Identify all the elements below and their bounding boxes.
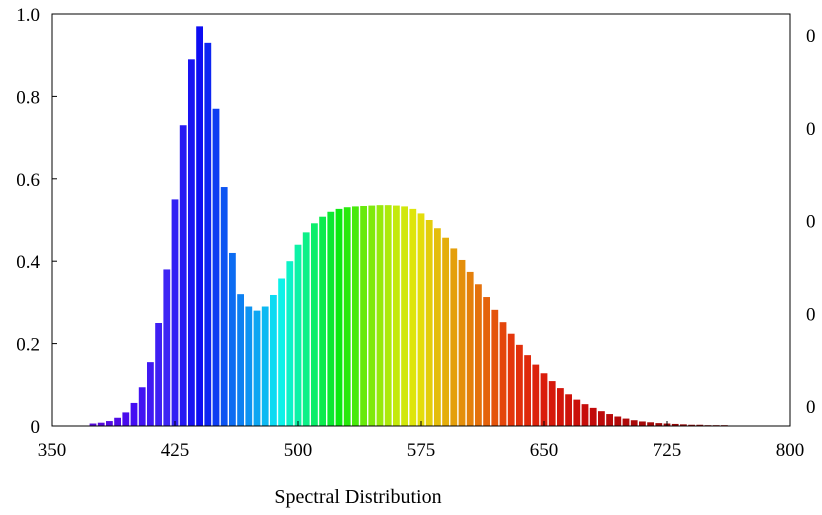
x-tick-label: 725 xyxy=(653,440,682,461)
spectrum-bar xyxy=(368,205,376,426)
spectrum-bar xyxy=(483,297,490,426)
spectrum-bar xyxy=(581,404,589,426)
spectrum-bar xyxy=(491,309,499,426)
spectrum-bars xyxy=(89,26,761,427)
spectrum-bar xyxy=(557,388,564,426)
spectrum-bar xyxy=(343,207,351,426)
right-tick-label: 0 xyxy=(806,212,816,233)
spectrum-bar xyxy=(179,125,187,427)
spectrum-bar xyxy=(688,424,695,426)
spectrum-bar xyxy=(647,422,654,426)
spectrum-bar xyxy=(507,333,515,426)
spectrum-bar xyxy=(245,306,253,426)
spectrum-bar xyxy=(606,414,613,426)
right-tick-label: 0 xyxy=(806,397,816,418)
spectrum-bar xyxy=(573,399,581,426)
spectrum-bar xyxy=(114,417,121,426)
spectrum-bar xyxy=(294,244,302,426)
spectrum-bar xyxy=(622,418,630,426)
spectrum-bar xyxy=(589,407,597,426)
spectrum-bar xyxy=(155,323,162,426)
spectrum-bar xyxy=(89,423,97,426)
spectrum-bar xyxy=(204,42,212,427)
spectrum-bar xyxy=(565,394,572,426)
spectrum-bar xyxy=(696,424,704,426)
spectrum-bar xyxy=(302,232,310,426)
x-tick-label: 425 xyxy=(161,440,190,461)
spectrum-bar xyxy=(417,213,425,426)
y-tick-label: 0 xyxy=(31,417,41,438)
spectrum-bar xyxy=(532,364,540,426)
spectrum-bar xyxy=(237,294,244,426)
spectrum-bar xyxy=(270,294,277,426)
spectrum-bar xyxy=(614,416,622,426)
x-tick-label: 575 xyxy=(407,440,436,461)
spectrum-bar xyxy=(671,423,679,426)
x-tick-label: 500 xyxy=(284,440,313,461)
spectrum-bar xyxy=(466,271,474,426)
right-axis-ticks: 0 0 0 0 0 xyxy=(806,26,816,418)
right-tick-label: 0 xyxy=(806,119,816,140)
spectrum-bar xyxy=(409,208,417,426)
spectrum-bar xyxy=(680,424,687,426)
spectrum-bar xyxy=(212,108,220,426)
spectrum-bar xyxy=(655,423,663,426)
spectrum-bar xyxy=(261,306,269,426)
y-tick-label: 0.8 xyxy=(16,87,40,108)
y-axis-ticks: 0 0.2 0.4 0.6 0.8 1.0 xyxy=(16,5,57,438)
spectrum-bar xyxy=(516,344,523,426)
spectrum-bar xyxy=(319,216,326,426)
spectrum-bar xyxy=(499,322,507,426)
spectrum-bar xyxy=(122,412,130,426)
spectrum-bar xyxy=(442,237,449,426)
spectrum-bar xyxy=(401,206,408,426)
spectrum-bar xyxy=(352,206,359,426)
x-tick-label: 350 xyxy=(38,440,67,461)
spectrum-bar xyxy=(384,205,392,426)
x-tick-label: 800 xyxy=(776,440,805,461)
spectrum-bar xyxy=(311,223,318,426)
spectrum-bar xyxy=(229,252,236,426)
x-axis-label: Spectral Distribution xyxy=(274,486,441,508)
y-tick-label: 0.6 xyxy=(16,170,40,191)
spectrum-bar xyxy=(138,387,146,426)
spectrum-bar xyxy=(196,26,203,427)
spectrum-bar xyxy=(524,355,531,426)
spectrum-bar xyxy=(163,269,171,426)
spectrum-bar xyxy=(434,228,441,426)
spectrum-bar xyxy=(253,310,261,426)
spectrum-bar xyxy=(106,421,113,426)
spectrum-bar xyxy=(188,59,195,426)
spectrum-bar xyxy=(360,205,367,426)
spectrum-bar xyxy=(639,421,646,426)
spectrum-bar xyxy=(335,208,343,426)
spectrum-bar xyxy=(458,259,466,426)
spectrum-bar xyxy=(147,362,154,426)
spectrum-bar xyxy=(278,278,285,426)
spectrum-bar xyxy=(220,187,228,426)
spectrum-bar xyxy=(286,261,294,426)
spectrum-bar xyxy=(475,284,482,426)
spectrum-bar xyxy=(598,411,605,426)
spectrum-bar xyxy=(540,373,548,426)
spectrum-bar xyxy=(171,199,179,426)
spectrum-bar xyxy=(97,422,105,426)
x-tick-label: 650 xyxy=(530,440,559,461)
spectrum-bar xyxy=(548,381,556,426)
right-tick-label: 0 xyxy=(806,304,816,325)
y-tick-label: 1.0 xyxy=(16,5,40,26)
y-tick-label: 0.4 xyxy=(16,252,40,273)
spectrum-bar xyxy=(450,248,458,426)
spectrum-bar xyxy=(376,205,384,426)
spectrum-bar xyxy=(130,402,138,426)
spectrum-bar xyxy=(425,220,433,426)
spectrum-bar xyxy=(327,211,335,426)
y-tick-label: 0.2 xyxy=(16,335,40,356)
spectrum-bar xyxy=(630,420,638,426)
x-axis-ticks: 350 425 500 575 650 725 800 xyxy=(38,421,805,461)
right-tick-label: 0 xyxy=(806,26,816,47)
spectrum-bar xyxy=(393,205,400,426)
